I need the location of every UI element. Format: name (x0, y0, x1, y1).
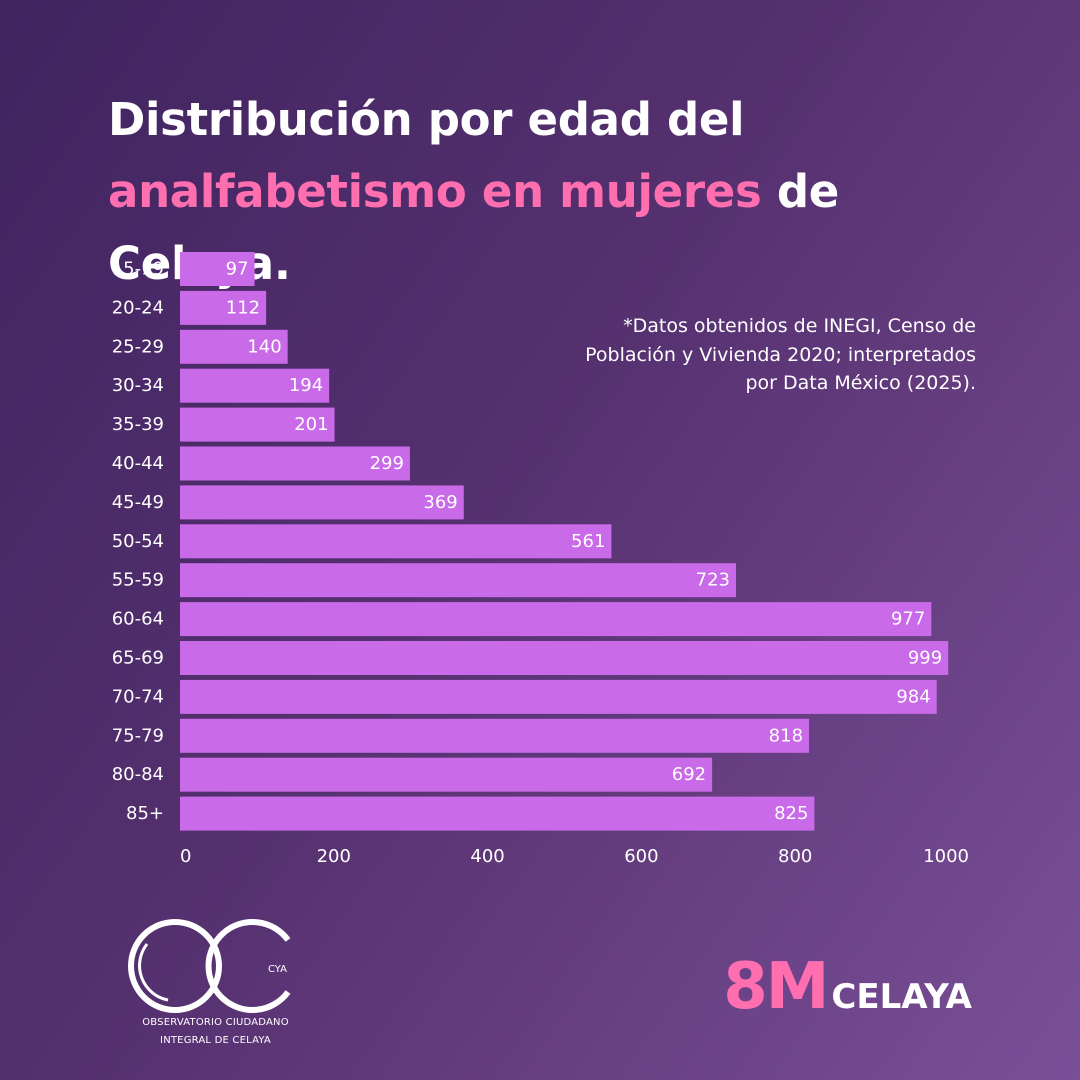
data-label: 977 (891, 609, 925, 630)
category-label: 40-44 (112, 453, 164, 474)
data-label: 825 (774, 803, 808, 824)
bar-45-49 (180, 485, 464, 520)
category-label: 20-24 (112, 297, 164, 318)
data-label: 369 (423, 492, 457, 513)
bar-25-29 (180, 329, 288, 364)
data-label: 692 (672, 764, 706, 785)
bar-70-74 (180, 679, 937, 714)
category-label: 15-19 (112, 259, 164, 280)
category-label: 25-29 (112, 336, 164, 357)
bar-65-69 (180, 641, 949, 675)
category-label: 30-34 (112, 375, 164, 396)
x-tick-label: 800 (778, 846, 812, 867)
logo-wordmark: OBSERVATORIO CIUDADANO INTEGRAL DE CELAY… (128, 1014, 303, 1050)
bar-20-24 (180, 290, 267, 325)
title-highlight: analfabetismo en mujeres (108, 165, 762, 218)
category-label: 75-79 (112, 725, 164, 746)
logo-mark-label: CYA (268, 964, 287, 975)
badge-celaya: CELAYA (831, 977, 972, 1017)
data-label: 818 (769, 725, 803, 746)
category-label: 65-69 (112, 648, 164, 669)
data-label: 112 (226, 297, 260, 318)
category-label: 80-84 (112, 764, 164, 785)
source-note: *Datos obtenidos de INEGI, Censo de Pobl… (585, 315, 976, 394)
badge-8m: 8M (723, 950, 829, 1024)
data-label: 97 (226, 259, 249, 280)
category-label: 45-49 (112, 492, 164, 513)
data-label: 723 (696, 570, 730, 591)
x-tick-label: 1000 (923, 846, 969, 867)
data-label: 984 (896, 686, 930, 707)
category-label: 85+ (126, 803, 164, 824)
bar-60-64 (180, 602, 932, 637)
bar-55-59 (180, 563, 736, 598)
x-tick-label: 400 (470, 846, 504, 867)
data-label: 201 (294, 414, 328, 435)
data-label: 194 (289, 375, 323, 396)
category-label: 50-54 (112, 531, 164, 552)
bar-85+ (180, 796, 815, 831)
data-label: 561 (571, 531, 605, 552)
logo-mark-icon (128, 919, 291, 1013)
category-label: 60-64 (112, 609, 164, 630)
page-title: Distribución por edad del analfabetismo e… (108, 84, 1008, 300)
x-tick-label: 0 (180, 846, 191, 867)
bar-50-54 (180, 524, 612, 559)
data-label: 299 (370, 453, 404, 474)
title-line-1: Distribución por edad del (108, 93, 745, 146)
campaign-badge: 8M CELAYA (723, 950, 972, 1024)
bar-75-79 (180, 718, 810, 753)
observatorio-logo: CYA (128, 919, 291, 1013)
category-label: 70-74 (112, 686, 164, 707)
category-label: 35-39 (112, 414, 164, 435)
bar-35-39 (180, 407, 335, 442)
logo-line-2: INTEGRAL DE CELAYA (160, 1035, 271, 1046)
bar-80-84 (180, 757, 713, 792)
bar-40-44 (180, 446, 410, 481)
data-label: 999 (908, 648, 942, 669)
bar-30-34 (180, 368, 330, 403)
x-tick-label: 600 (624, 846, 658, 867)
category-label: 55-59 (112, 570, 164, 591)
logo-line-1: OBSERVATORIO CIUDADANO (142, 1017, 289, 1028)
x-tick-label: 200 (317, 846, 351, 867)
bar-15-19 (180, 252, 255, 286)
data-label: 140 (247, 336, 281, 357)
